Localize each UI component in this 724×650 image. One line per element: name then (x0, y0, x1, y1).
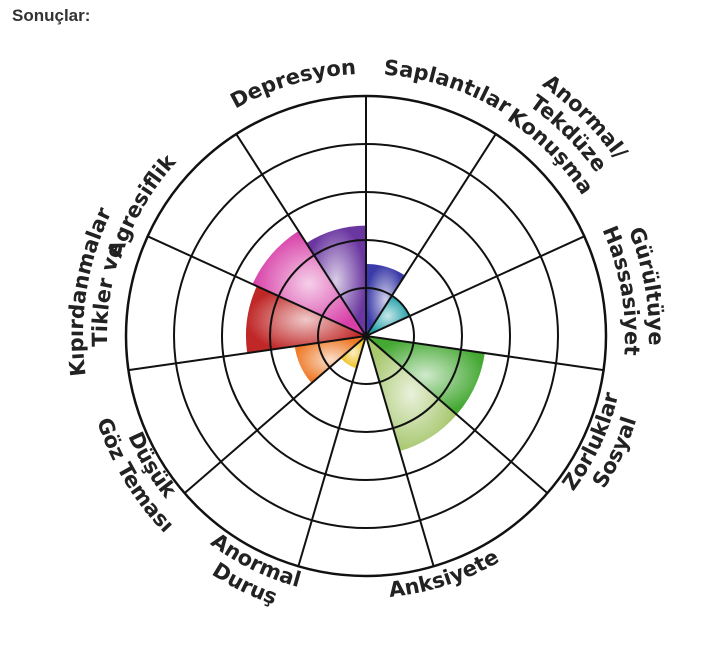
grid-spoke-4 (365, 335, 549, 494)
grid-spoke-9 (147, 235, 367, 337)
wedge-highlight-9 (252, 231, 366, 336)
results-heading: Sonuçlar: (12, 6, 91, 25)
grid-spoke-8 (128, 335, 367, 372)
grid-spoke-6 (297, 335, 367, 567)
axis-label-0-line-0: Saplantılar (383, 56, 516, 119)
wedge-highlight-7 (294, 336, 366, 384)
grid-spoke-10 (235, 133, 367, 337)
grid-spoke-7 (183, 335, 367, 494)
wedge-highlight-10 (306, 225, 366, 336)
wedge-highlight-4 (366, 336, 457, 452)
axis-label-4: Anksiyete (387, 545, 502, 602)
axis-label-9-line-0: Depresyon (226, 55, 356, 113)
grid-spoke-1 (365, 133, 497, 337)
grid-spoke-5 (365, 335, 435, 567)
wedge-highlight-6 (340, 336, 366, 369)
axis-label-8-line-0: Agresiflik (103, 149, 181, 260)
wedge-highlight-1 (366, 295, 410, 336)
chart-grid (124, 94, 608, 578)
wedge-highlight-0 (366, 264, 405, 336)
grid-spoke-3 (365, 335, 604, 372)
wedge-highlight-3 (366, 336, 485, 415)
grid-spoke-2 (365, 235, 585, 337)
